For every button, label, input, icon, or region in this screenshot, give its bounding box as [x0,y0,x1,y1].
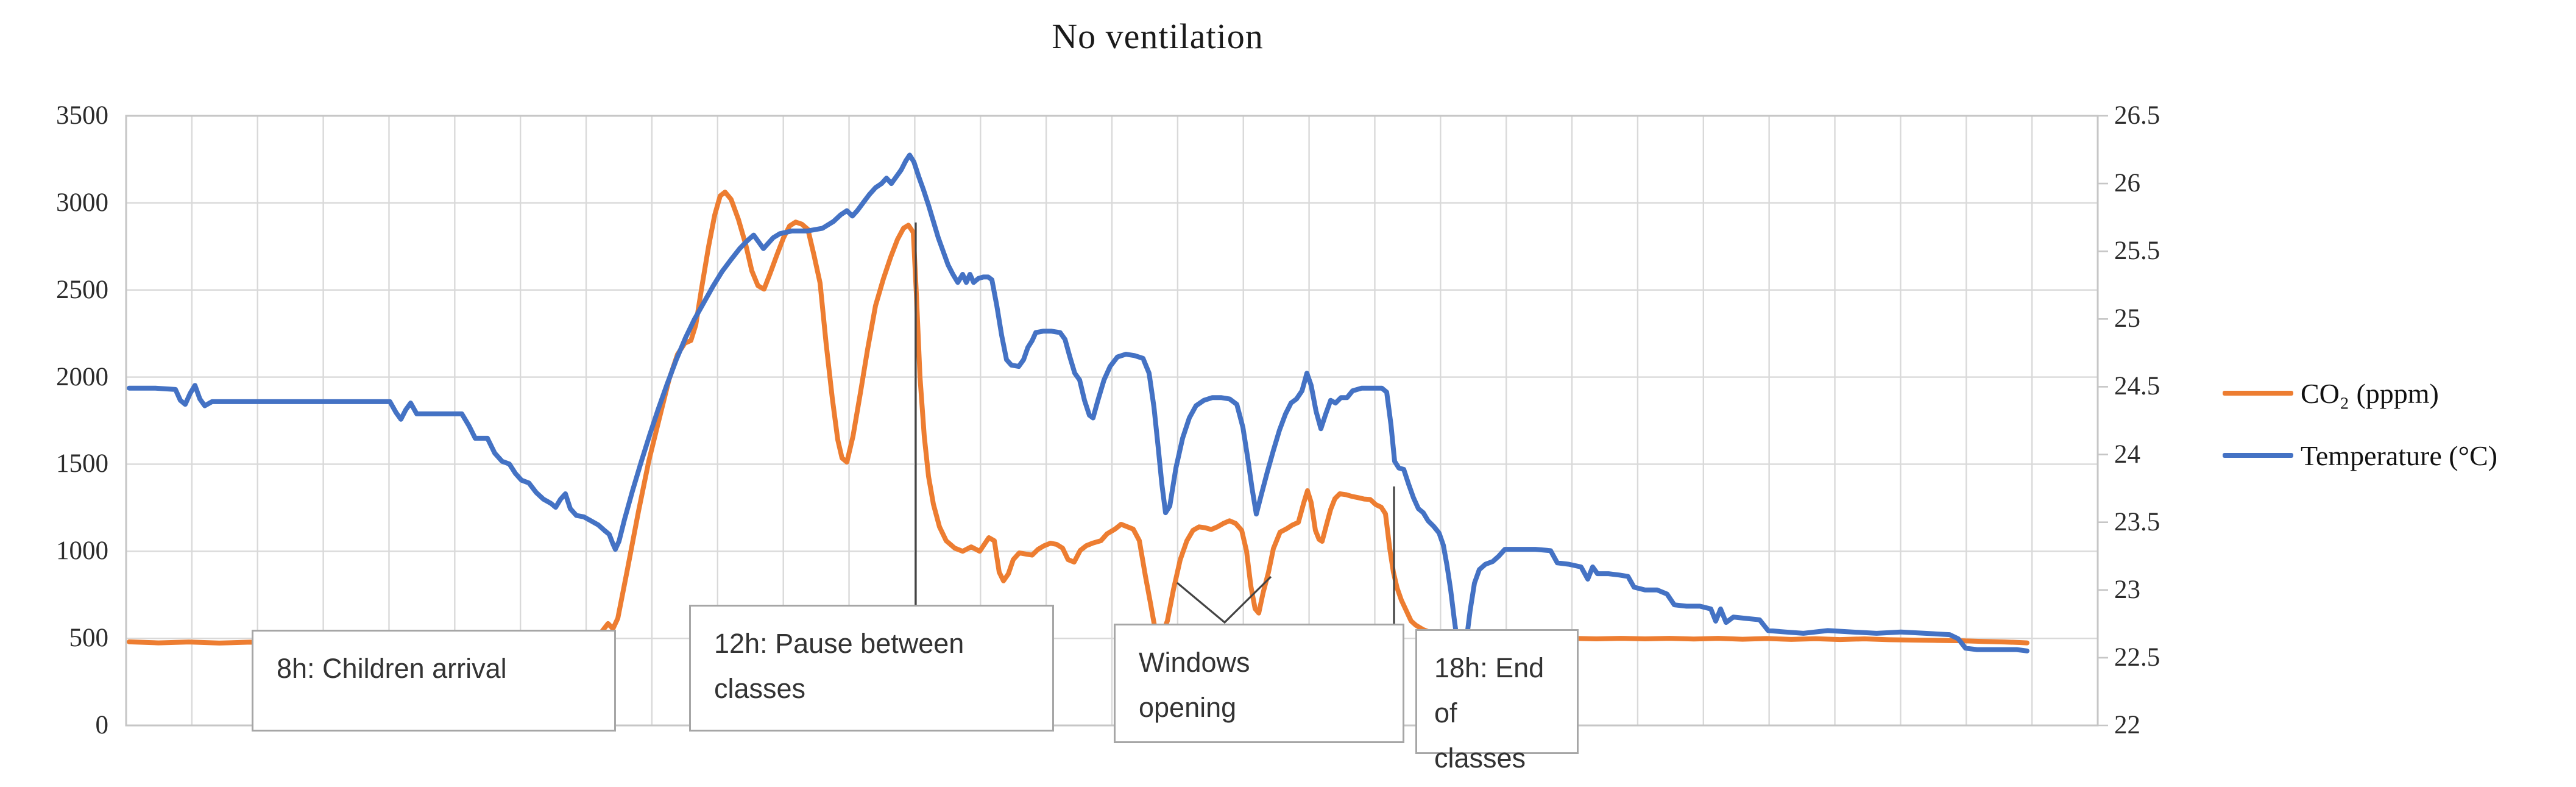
right-axis-tick-label: 22 [2114,711,2140,739]
right-axis-tick-label: 26.5 [2114,101,2160,130]
co2-series-line [127,190,2029,646]
callout-pause-between-classes: 12h: Pause between classes [689,605,1054,732]
callout-windows-opening-text: Windows opening [1116,625,1403,730]
temperature-series-line [127,152,2029,669]
left-axis-tick-label: 0 [95,711,109,739]
left-axis-tick-label: 2000 [56,362,108,391]
legend-item-co2: CO₂ (pppm) [2223,374,2439,413]
plot-border [125,115,2099,727]
legend-item-temperature: Temperature (°C) [2223,436,2497,475]
callout-text-line: opening [1139,692,1237,723]
right-axis-tick-label: 23 [2114,575,2140,604]
callout-end-of-classes-text: 18h: End of classes [1417,631,1577,781]
callout-text-line: classes [714,673,806,704]
callout-pause-between-classes-text: 12h: Pause between classes [691,607,1052,711]
right-axis-tick-label: 24 [2114,440,2140,469]
temperature-legend-label: Temperature (°C) [2301,440,2497,471]
callout-children-arrival: 8h: Children arrival [252,630,616,732]
right-axis-tick-label: 23.5 [2114,507,2160,536]
callout-text-line: classes [1434,742,1526,774]
leader-line-windows-opening [1176,575,1272,624]
co2-legend-swatch-icon [2223,391,2293,396]
callout-children-arrival-text: 8h: Children arrival [253,632,614,691]
right-axis-tick-label: 24.5 [2114,372,2160,401]
callout-text-line: 12h: Pause between [714,628,964,659]
chart-title: No ventilation [1052,16,1264,56]
callout-text-line: 8h: Children arrival [277,653,507,684]
temperature-legend-swatch-icon [2223,453,2293,458]
callout-text-line: 18h: End of [1434,652,1545,728]
left-axis-tick-label: 1500 [56,449,108,479]
right-axis-tick-label: 22.5 [2114,643,2160,672]
right-axis-tick-label: 26 [2114,169,2140,198]
callout-text-line: Windows [1139,647,1250,678]
right-axis-tick-label: 25.5 [2114,237,2160,266]
callout-windows-opening: Windows opening [1114,624,1404,743]
left-axis-tick-label: 500 [69,624,109,653]
left-axis-tick-label: 3000 [56,188,108,217]
right-axis-tick-label: 25 [2114,304,2140,333]
callout-end-of-classes: 18h: End of classes [1415,629,1579,774]
left-axis-tick-label: 1000 [56,536,108,566]
co2-legend-label: CO₂ (pppm) [2301,377,2439,409]
left-axis-tick-label: 2500 [56,275,108,304]
left-axis-tick-label: 3500 [56,101,108,130]
